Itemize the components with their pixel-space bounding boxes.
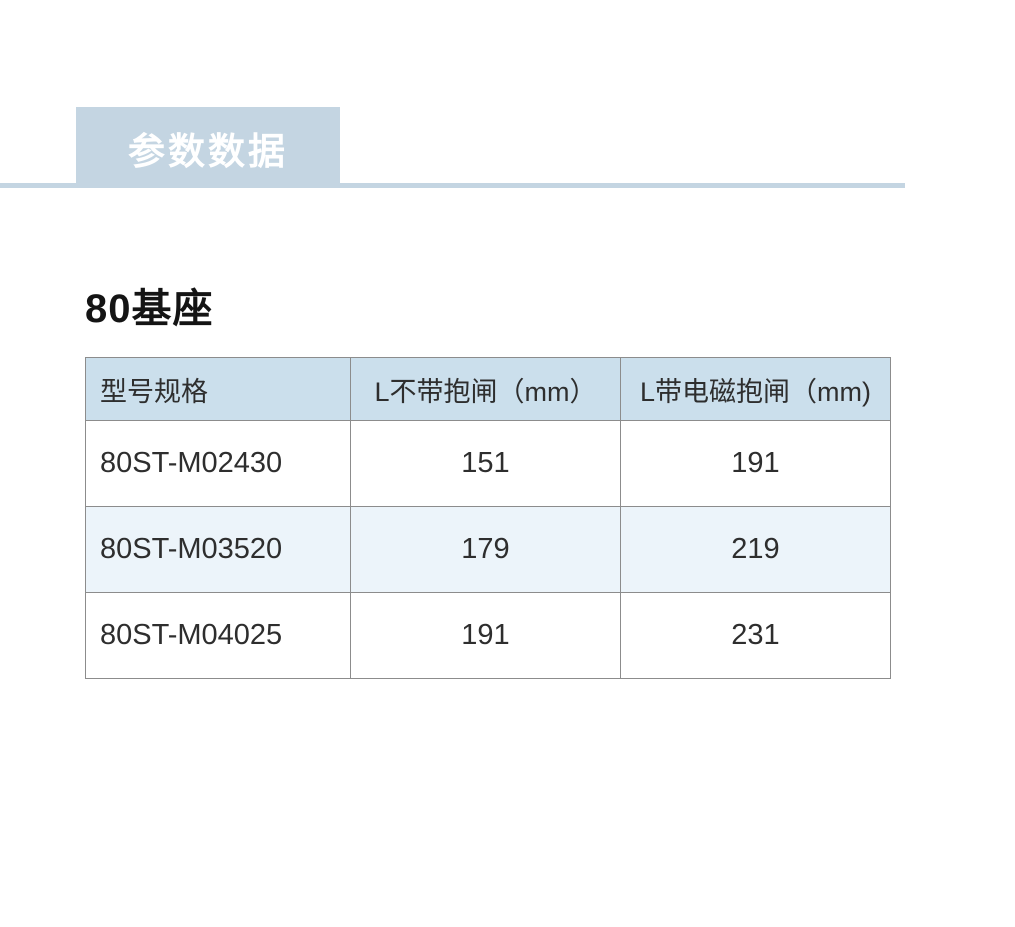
table-row: 80ST-M02430 151 191 <box>85 420 891 507</box>
column-header-model: 型号规格 <box>85 357 351 421</box>
table-row: 80ST-M04025 191 231 <box>85 592 891 679</box>
cell-model: 80ST-M03520 <box>85 506 351 593</box>
table-title: 80基座 <box>85 287 214 331</box>
table-row: 80ST-M03520 179 219 <box>85 506 891 593</box>
cell-l-without-brake: 179 <box>350 506 621 593</box>
cell-model: 80ST-M02430 <box>85 420 351 507</box>
cell-l-without-brake: 151 <box>350 420 621 507</box>
cell-l-without-brake: 191 <box>350 592 621 679</box>
cell-l-with-brake: 231 <box>620 592 891 679</box>
spec-table: 型号规格 L不带抱闸（mm） L带电磁抱闸（mm) 80ST-M02430 15… <box>85 357 891 679</box>
cell-model: 80ST-M04025 <box>85 592 351 679</box>
spec-table-header: 型号规格 L不带抱闸（mm） L带电磁抱闸（mm) <box>85 357 891 421</box>
cell-l-with-brake: 191 <box>620 420 891 507</box>
header-row: 型号规格 L不带抱闸（mm） L带电磁抱闸（mm) <box>85 357 891 421</box>
spec-table-body: 80ST-M02430 151 191 80ST-M03520 179 219 … <box>85 420 891 679</box>
column-header-l-with-brake: L带电磁抱闸（mm) <box>620 357 891 421</box>
accent-rule-divider <box>0 183 905 188</box>
column-header-l-without-brake: L不带抱闸（mm） <box>350 357 621 421</box>
section-badge-label: 参数数据 <box>128 130 288 172</box>
cell-l-with-brake: 219 <box>620 506 891 593</box>
section-badge: 参数数据 <box>76 107 340 188</box>
section-header: 参数数据 <box>0 0 1015 190</box>
